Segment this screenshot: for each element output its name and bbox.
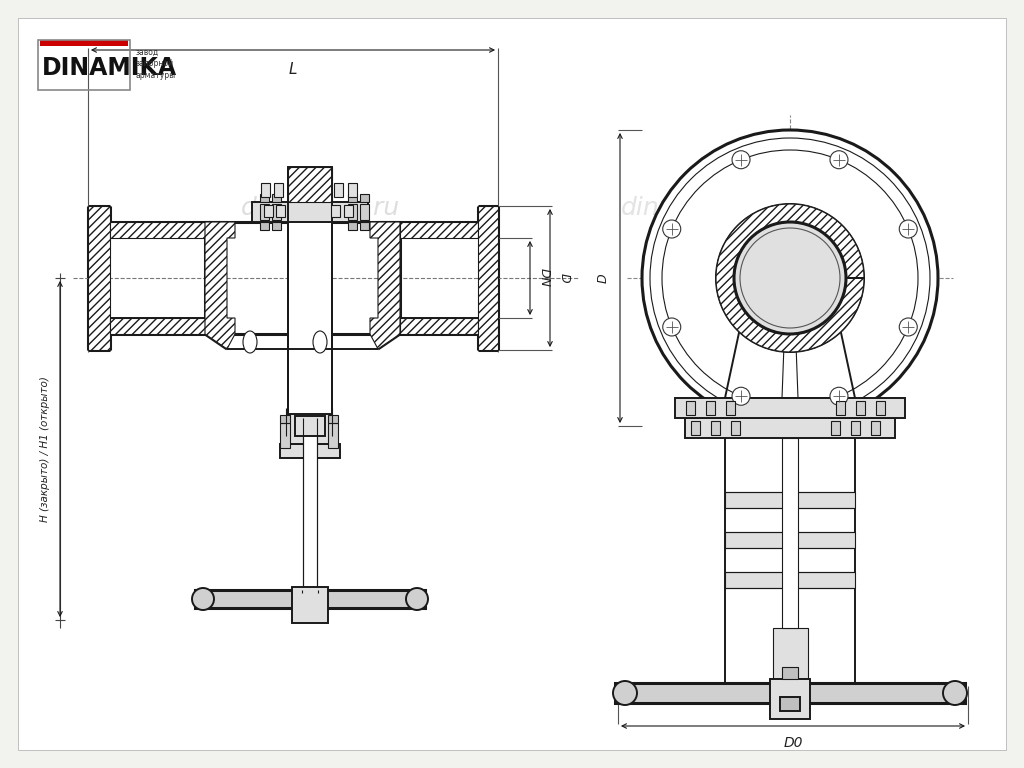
- Bar: [706, 401, 715, 415]
- Text: DINAMIKA: DINAMIKA: [42, 56, 177, 80]
- Bar: [290, 414, 330, 444]
- Circle shape: [734, 222, 846, 334]
- Bar: [725, 532, 855, 548]
- Circle shape: [899, 220, 918, 238]
- Bar: [261, 183, 270, 197]
- Bar: [686, 401, 695, 415]
- Bar: [252, 202, 368, 222]
- Circle shape: [663, 220, 681, 238]
- Bar: [856, 401, 865, 415]
- Bar: [711, 421, 720, 435]
- Bar: [280, 415, 290, 423]
- Circle shape: [193, 588, 214, 610]
- Circle shape: [406, 588, 428, 610]
- Bar: [264, 205, 273, 217]
- Polygon shape: [288, 167, 332, 202]
- Bar: [782, 667, 798, 679]
- Polygon shape: [716, 204, 864, 352]
- Polygon shape: [400, 222, 478, 238]
- Bar: [302, 590, 318, 593]
- Text: Н (закрыто) / Н1 (открыто): Н (закрыто) / Н1 (открыто): [40, 376, 50, 522]
- Bar: [348, 194, 357, 202]
- Circle shape: [732, 387, 750, 406]
- Bar: [303, 418, 317, 593]
- Bar: [725, 492, 855, 508]
- Bar: [288, 167, 332, 453]
- Bar: [280, 423, 290, 448]
- Text: DN: DN: [538, 269, 551, 287]
- Circle shape: [663, 318, 681, 336]
- Bar: [295, 416, 325, 436]
- Bar: [782, 438, 798, 628]
- Text: D0: D0: [783, 736, 803, 750]
- Text: L: L: [289, 62, 297, 77]
- Bar: [348, 222, 357, 230]
- Bar: [334, 183, 343, 197]
- Circle shape: [613, 681, 637, 705]
- Bar: [836, 401, 845, 415]
- Bar: [260, 204, 269, 220]
- Polygon shape: [110, 318, 205, 334]
- Bar: [691, 421, 700, 435]
- Bar: [360, 194, 369, 202]
- Circle shape: [899, 318, 918, 336]
- Bar: [328, 415, 338, 423]
- Bar: [40, 40, 128, 46]
- Bar: [195, 590, 425, 608]
- Text: завод
запорной
арматуры: завод запорной арматуры: [136, 48, 176, 80]
- Bar: [272, 204, 281, 220]
- Bar: [344, 205, 353, 217]
- Bar: [685, 418, 895, 438]
- Bar: [726, 401, 735, 415]
- Circle shape: [642, 130, 938, 426]
- Bar: [348, 204, 357, 220]
- Bar: [675, 398, 905, 418]
- Bar: [773, 628, 808, 683]
- Bar: [831, 421, 840, 435]
- Circle shape: [830, 387, 848, 406]
- Bar: [280, 444, 340, 458]
- Bar: [292, 587, 328, 623]
- Polygon shape: [478, 206, 498, 350]
- Polygon shape: [88, 206, 110, 350]
- Bar: [780, 697, 800, 711]
- Text: D: D: [558, 273, 571, 283]
- Ellipse shape: [243, 331, 257, 353]
- Circle shape: [732, 151, 750, 169]
- Circle shape: [830, 151, 848, 169]
- Bar: [615, 683, 965, 703]
- Bar: [851, 421, 860, 435]
- Bar: [731, 421, 740, 435]
- Bar: [260, 194, 269, 202]
- Bar: [38, 40, 130, 90]
- Bar: [360, 222, 369, 230]
- Bar: [770, 679, 810, 719]
- Text: dinamikat.ru: dinamikat.ru: [621, 196, 779, 220]
- Bar: [331, 205, 340, 217]
- Bar: [348, 183, 357, 197]
- Text: D: D: [597, 273, 610, 283]
- Bar: [328, 423, 338, 448]
- Bar: [360, 204, 369, 220]
- Circle shape: [943, 681, 967, 705]
- Polygon shape: [725, 328, 855, 398]
- Polygon shape: [370, 222, 400, 349]
- Polygon shape: [205, 222, 234, 349]
- Bar: [274, 183, 283, 197]
- Bar: [725, 572, 855, 588]
- Bar: [876, 401, 885, 415]
- Text: dinamikat.ru: dinamikat.ru: [241, 196, 399, 220]
- Bar: [276, 205, 285, 217]
- Bar: [260, 222, 269, 230]
- Polygon shape: [400, 318, 478, 334]
- Ellipse shape: [313, 331, 327, 353]
- Bar: [272, 194, 281, 202]
- Bar: [871, 421, 880, 435]
- Polygon shape: [110, 222, 205, 238]
- Bar: [272, 222, 281, 230]
